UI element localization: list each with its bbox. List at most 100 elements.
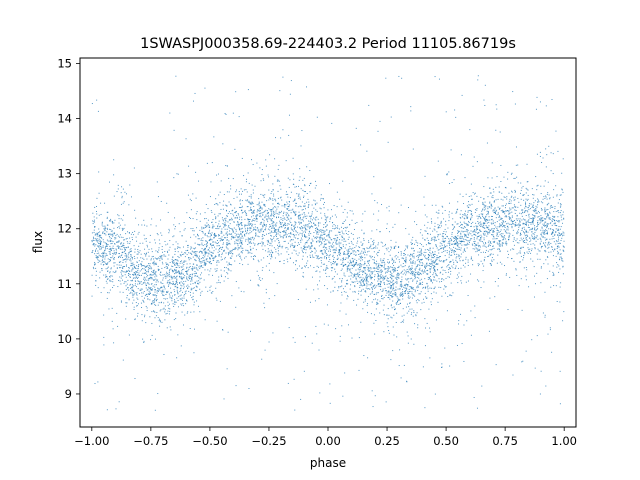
data-point (424, 239, 426, 241)
data-point (349, 268, 351, 270)
data-point (332, 228, 334, 229)
data-point (317, 218, 319, 220)
data-point (126, 259, 128, 261)
data-point (245, 240, 247, 242)
data-point (293, 234, 295, 236)
data-point (182, 273, 184, 275)
data-point (446, 173, 448, 175)
data-point (104, 247, 106, 249)
data-point (262, 242, 264, 244)
data-point (347, 233, 349, 235)
data-point (138, 272, 140, 274)
data-point (285, 247, 287, 249)
data-point (100, 244, 102, 246)
data-point (113, 257, 115, 259)
data-point (371, 282, 373, 284)
data-point (189, 274, 191, 276)
data-point (341, 263, 343, 265)
data-point (349, 246, 351, 248)
data-point (297, 216, 299, 218)
data-point (110, 267, 112, 269)
data-point (150, 276, 152, 278)
data-point (553, 274, 555, 276)
data-point (164, 298, 166, 300)
data-point (235, 228, 237, 230)
data-point (416, 224, 418, 226)
data-point (367, 248, 369, 249)
data-point (105, 274, 107, 276)
data-point (546, 233, 548, 235)
data-point (555, 255, 557, 257)
data-point (439, 260, 441, 262)
data-point (131, 258, 133, 260)
data-point (379, 264, 381, 266)
data-point (179, 295, 181, 297)
data-point (350, 232, 352, 234)
data-point (187, 194, 189, 196)
data-point (407, 285, 409, 287)
data-point (546, 225, 548, 227)
data-point (207, 269, 209, 271)
data-point (396, 269, 398, 271)
data-point (303, 205, 304, 207)
data-point (127, 255, 129, 257)
data-point (355, 254, 357, 256)
data-point (148, 279, 150, 281)
data-point (252, 237, 254, 239)
data-point (300, 237, 302, 239)
data-point (146, 279, 148, 281)
data-point (394, 256, 396, 258)
data-point (272, 226, 274, 228)
data-point (251, 202, 253, 204)
data-point (349, 248, 351, 250)
data-point (109, 259, 111, 261)
data-point (437, 160, 439, 162)
data-point (110, 218, 112, 220)
data-point (186, 276, 188, 278)
data-point (350, 278, 352, 280)
data-point (381, 265, 383, 267)
data-point (252, 192, 254, 194)
data-point (131, 280, 133, 282)
data-point (476, 195, 478, 197)
data-point (166, 276, 168, 278)
data-point (112, 255, 114, 257)
data-point (483, 205, 485, 207)
data-point (125, 271, 127, 273)
data-point (482, 208, 484, 210)
data-point (467, 264, 469, 266)
data-point (178, 223, 180, 225)
data-point (438, 286, 440, 288)
data-point (157, 251, 159, 253)
data-point (516, 215, 518, 217)
data-point (374, 284, 376, 286)
data-point (159, 318, 161, 320)
data-point (354, 286, 356, 288)
data-point (271, 245, 273, 247)
data-point (460, 267, 462, 269)
data-point (335, 216, 337, 218)
data-point (230, 264, 232, 266)
data-point (104, 225, 106, 227)
data-point (434, 262, 436, 264)
data-point (344, 247, 346, 249)
data-point (353, 238, 355, 240)
data-point (183, 277, 185, 279)
data-point (103, 336, 105, 338)
data-point (254, 243, 256, 245)
data-point (91, 274, 93, 276)
data-point (391, 282, 393, 283)
data-point (458, 240, 460, 242)
data-point (511, 211, 513, 213)
data-point (97, 250, 99, 252)
data-point (203, 227, 205, 229)
data-point (477, 233, 479, 235)
data-point (194, 267, 196, 269)
data-point (146, 266, 148, 268)
data-point (416, 265, 418, 267)
data-point (295, 259, 297, 261)
data-point (488, 216, 490, 218)
data-point (372, 289, 374, 291)
data-point (187, 288, 189, 290)
data-point (99, 271, 101, 273)
